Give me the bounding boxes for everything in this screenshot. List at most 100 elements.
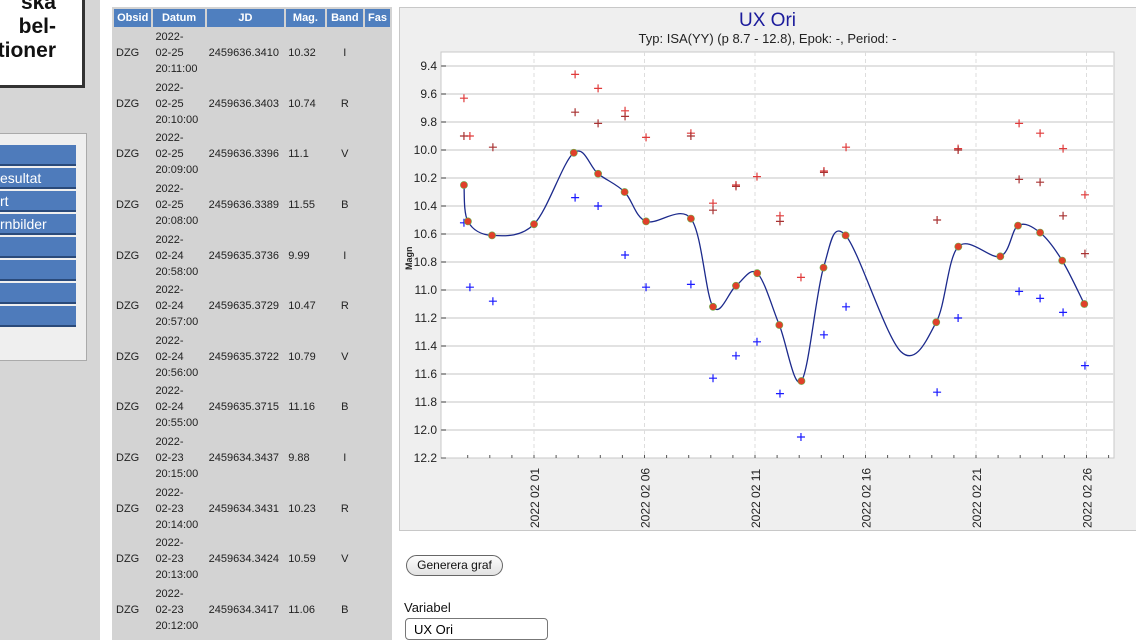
- y-tick-label: 9.8: [420, 115, 437, 129]
- nav-item[interactable]: [0, 306, 76, 327]
- datum-part: 2022-: [155, 31, 184, 44]
- nav-item[interactable]: [0, 260, 76, 281]
- cell-obsid: DZG: [116, 249, 140, 262]
- cell-jd: 2459634.3437: [208, 452, 280, 465]
- cell-mag: 10.79: [288, 350, 316, 363]
- data-point-B: [752, 337, 761, 346]
- data-point-V: [530, 220, 538, 229]
- data-point-V: [1036, 228, 1044, 237]
- data-point-V: [1014, 221, 1022, 230]
- data-point-V: [996, 252, 1005, 261]
- col-obsid[interactable]: Obsid: [114, 9, 152, 27]
- datum-part: 02-25: [155, 148, 184, 161]
- table-row: DZG 2022- 02-23 20:13:00 2459634.3424 10.59 V: [114, 535, 390, 584]
- cell-mag: 9.99: [288, 249, 310, 262]
- col-band[interactable]: Band: [326, 9, 363, 27]
- datum-part: 20:55:00: [155, 417, 199, 430]
- y-axis-label: Magn: [404, 247, 414, 271]
- datum-part: 20:08:00: [155, 215, 199, 228]
- datum-part: 02-23: [155, 603, 184, 616]
- y-tick-label: 10.2: [414, 171, 438, 185]
- table-row: DZG 2022- 02-24 20:56:00 2459635.3722 10.79 V: [114, 333, 390, 382]
- data-point-B: [1059, 308, 1068, 317]
- datum-part: 02-24: [155, 401, 184, 414]
- nav-item-resultat[interactable]: esultat: [0, 168, 76, 189]
- data-point-B: [954, 314, 963, 322]
- col-fas[interactable]: Fas: [364, 9, 390, 27]
- cell-mag: 11.1: [288, 148, 309, 161]
- cell-datum: 2022- 02-23 20:13:00: [153, 535, 204, 584]
- cell-mag: 11.06: [288, 603, 315, 616]
- datum-part: 02-25: [155, 97, 184, 110]
- col-mag[interactable]: Mag.: [286, 9, 325, 27]
- data-point-B: [819, 330, 828, 339]
- data-point-B: [571, 193, 580, 202]
- variable-input[interactable]: [405, 618, 548, 640]
- cell-jd: 2459635.3722: [208, 350, 280, 363]
- data-point-I: [594, 84, 603, 93]
- cell-obsid: DZG: [116, 47, 140, 60]
- data-point-I: [796, 273, 805, 282]
- cell-jd: 2459634.3431: [208, 502, 280, 515]
- data-point-B: [621, 251, 630, 259]
- y-tick-label: 12.0: [414, 423, 438, 437]
- data-point-B: [1015, 287, 1024, 296]
- datum-part: 02-24: [155, 350, 184, 363]
- nav-item-rt[interactable]: rt: [0, 191, 76, 212]
- datum-part: 20:57:00: [155, 316, 199, 329]
- data-point-V: [1058, 256, 1067, 265]
- data-point-R: [686, 132, 695, 140]
- table-row: DZG 2022- 02-24 20:57:00 2459635.3729 10.47 R: [114, 282, 390, 331]
- datum-part: 02-25: [155, 199, 184, 212]
- data-point-B: [686, 280, 695, 289]
- cell-jd: 2459635.3736: [208, 249, 280, 262]
- cell-datum: 2022- 02-25 20:11:00: [153, 29, 204, 78]
- y-tick-label: 11.0: [415, 283, 438, 297]
- nav-item[interactable]: [0, 145, 76, 166]
- cell-jd: 2459636.3389: [208, 199, 280, 212]
- nav-item[interactable]: [0, 237, 76, 258]
- datum-part: 2022-: [155, 537, 184, 550]
- data-point-R: [1015, 175, 1024, 184]
- site-logo[interactable]: ska bel- tioner: [0, 0, 85, 88]
- data-point-V: [642, 217, 650, 226]
- data-point-R: [954, 146, 963, 154]
- cell-datum: 2022- 02-25 20:09:00: [153, 130, 204, 179]
- generate-graph-button[interactable]: Generera graf: [406, 555, 503, 576]
- logo-line: bel-: [18, 15, 56, 38]
- cell-band: V: [341, 553, 349, 566]
- table-row: DZG 2022- 02-25 20:11:00 2459636.3410 10.32 I: [114, 29, 390, 78]
- observations-table: Obsid Datum JD Mag. Band Fas DZG 2022- 02-…: [112, 7, 392, 636]
- cell-band: I: [343, 47, 347, 60]
- table-row: DZG 2022- 02-23 20:12:00 2459634.3417 11.06 B: [114, 586, 390, 635]
- chart-plot: 9.4 9.6 9.8 10.0 10.2 10.4 10.6 10.8 11.0 11.2 11.…: [404, 51, 1115, 528]
- cell-band: R: [340, 300, 349, 313]
- datum-part: 02-23: [155, 553, 184, 566]
- datum-part: 2022-: [155, 284, 184, 297]
- data-point-B: [775, 389, 784, 398]
- cell-obsid: DZG: [116, 97, 140, 110]
- datum-part: 02-25: [155, 47, 184, 60]
- nav-item-stjarnbilder[interactable]: rnbilder: [0, 214, 76, 235]
- datum-part: 20:11:00: [155, 63, 198, 76]
- datum-part: 02-23: [155, 502, 184, 515]
- chart-title: UX Ori: [739, 10, 796, 31]
- left-column: ska bel- tioner esultat rt rnbilder: [0, 0, 100, 640]
- data-point-B: [642, 283, 651, 292]
- data-point-V: [1080, 300, 1089, 308]
- x-tick-label: 2022 02 16: [860, 468, 874, 528]
- cell-jd: 2459634.3424: [208, 553, 280, 566]
- data-point-V: [753, 269, 762, 278]
- y-tick-label: 11.6: [415, 367, 438, 381]
- cell-mag: 10.23: [288, 502, 316, 515]
- table-row: DZG 2022- 02-25 20:08:00 2459636.3389 11.55 B: [114, 181, 390, 230]
- data-point-V: [797, 377, 806, 385]
- col-datum[interactable]: Datum: [153, 9, 205, 27]
- data-point-I: [1015, 119, 1024, 128]
- x-tick-label: 2022 02 01: [528, 468, 542, 528]
- nav-item[interactable]: [0, 283, 76, 304]
- col-jd[interactable]: JD: [206, 9, 285, 27]
- nav-menu: esultat rt rnbilder: [0, 133, 87, 361]
- cell-datum: 2022- 02-24 20:56:00: [153, 333, 204, 382]
- cell-mag: 9.88: [288, 452, 310, 465]
